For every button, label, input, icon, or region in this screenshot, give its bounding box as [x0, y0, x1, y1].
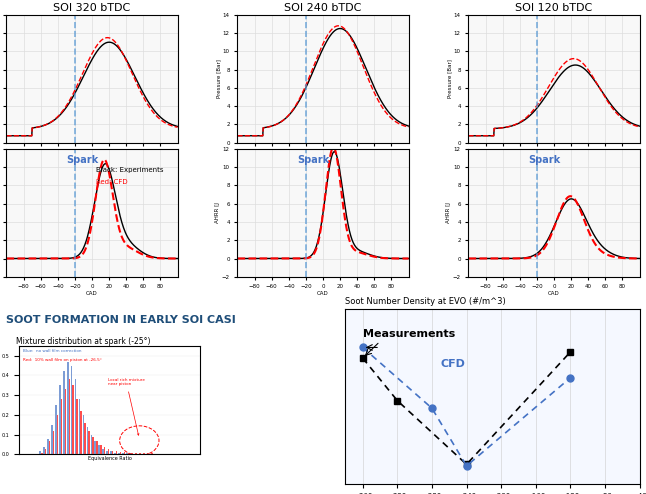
Bar: [123, 452, 125, 454]
X-axis label: CAD: CAD: [86, 157, 98, 162]
Bar: [131, 453, 133, 454]
Bar: [127, 453, 129, 454]
Title: SOI 120 bTDC: SOI 120 bTDC: [516, 2, 592, 13]
Bar: [55, 405, 57, 454]
Text: Red: CFD: Red: CFD: [96, 179, 128, 185]
Bar: [159, 453, 161, 454]
Text: Black: Experiments: Black: Experiments: [96, 167, 164, 173]
Bar: [107, 451, 108, 454]
Bar: [83, 415, 84, 454]
Bar: [155, 453, 156, 454]
Bar: [59, 385, 61, 454]
X-axis label: CAD: CAD: [317, 291, 329, 296]
X-axis label: CAD: CAD: [548, 157, 560, 162]
Bar: [68, 379, 70, 454]
Text: Spark: Spark: [67, 155, 99, 165]
Text: Mixture distribution at spark (-25°): Mixture distribution at spark (-25°): [16, 337, 151, 346]
Text: Local rich mixture
near piston: Local rich mixture near piston: [108, 378, 145, 435]
Bar: [94, 441, 96, 454]
Bar: [122, 453, 123, 454]
Bar: [136, 453, 137, 454]
Bar: [114, 453, 116, 454]
Text: Soot Number Density at EVO (#/m^3): Soot Number Density at EVO (#/m^3): [346, 297, 506, 306]
Bar: [96, 441, 98, 454]
Text: Blue:  no wall film correction: Blue: no wall film correction: [23, 349, 81, 353]
Bar: [92, 437, 94, 454]
Bar: [118, 453, 120, 454]
Bar: [72, 385, 74, 454]
Bar: [61, 399, 62, 454]
Bar: [120, 452, 121, 454]
Bar: [110, 451, 112, 454]
Bar: [98, 445, 100, 454]
Text: CFD: CFD: [441, 359, 466, 369]
Bar: [147, 453, 149, 454]
Bar: [87, 427, 89, 454]
Bar: [130, 453, 131, 454]
Bar: [100, 445, 101, 454]
X-axis label: CAD: CAD: [548, 291, 560, 296]
Bar: [51, 425, 53, 454]
Text: SOOT FORMATION IN EARLY SOI CASI: SOOT FORMATION IN EARLY SOI CASI: [6, 315, 236, 325]
Bar: [41, 453, 43, 454]
Bar: [47, 439, 49, 454]
Text: Spark: Spark: [297, 155, 329, 165]
Bar: [112, 451, 113, 454]
Bar: [90, 435, 92, 454]
Bar: [45, 449, 47, 454]
Y-axis label: Pressure [Bar]: Pressure [Bar]: [216, 59, 222, 98]
Bar: [116, 451, 118, 454]
Bar: [84, 423, 86, 454]
Bar: [102, 449, 104, 454]
Bar: [104, 447, 105, 454]
Y-axis label: Pressure [Bar]: Pressure [Bar]: [448, 59, 452, 98]
Text: Red:  10% wall film on piston at -26.5°: Red: 10% wall film on piston at -26.5°: [23, 358, 102, 362]
Bar: [75, 379, 76, 454]
Text: Spark: Spark: [528, 155, 561, 165]
Bar: [53, 431, 54, 454]
Bar: [89, 431, 90, 454]
Text: Measurements: Measurements: [362, 329, 455, 339]
Bar: [151, 453, 152, 454]
Bar: [49, 441, 50, 454]
Bar: [39, 451, 41, 454]
Bar: [143, 453, 145, 454]
Bar: [71, 366, 72, 454]
X-axis label: CAD: CAD: [86, 291, 98, 296]
Bar: [79, 399, 80, 454]
Bar: [63, 371, 65, 454]
Bar: [126, 453, 127, 454]
Bar: [76, 399, 78, 454]
Bar: [43, 447, 45, 454]
Title: SOI 320 bTDC: SOI 320 bTDC: [54, 2, 130, 13]
Y-axis label: AHRR [J: AHRR [J: [215, 203, 220, 223]
Bar: [67, 362, 68, 454]
Bar: [57, 415, 58, 454]
Bar: [108, 449, 109, 454]
X-axis label: CAD: CAD: [317, 157, 329, 162]
Y-axis label: AHRR [J: AHRR [J: [446, 203, 452, 223]
Title: SOI 240 bTDC: SOI 240 bTDC: [284, 2, 362, 13]
Bar: [65, 389, 66, 454]
X-axis label: Equivalence Ratio: Equivalence Ratio: [88, 456, 132, 461]
Bar: [80, 411, 82, 454]
Bar: [140, 453, 141, 454]
